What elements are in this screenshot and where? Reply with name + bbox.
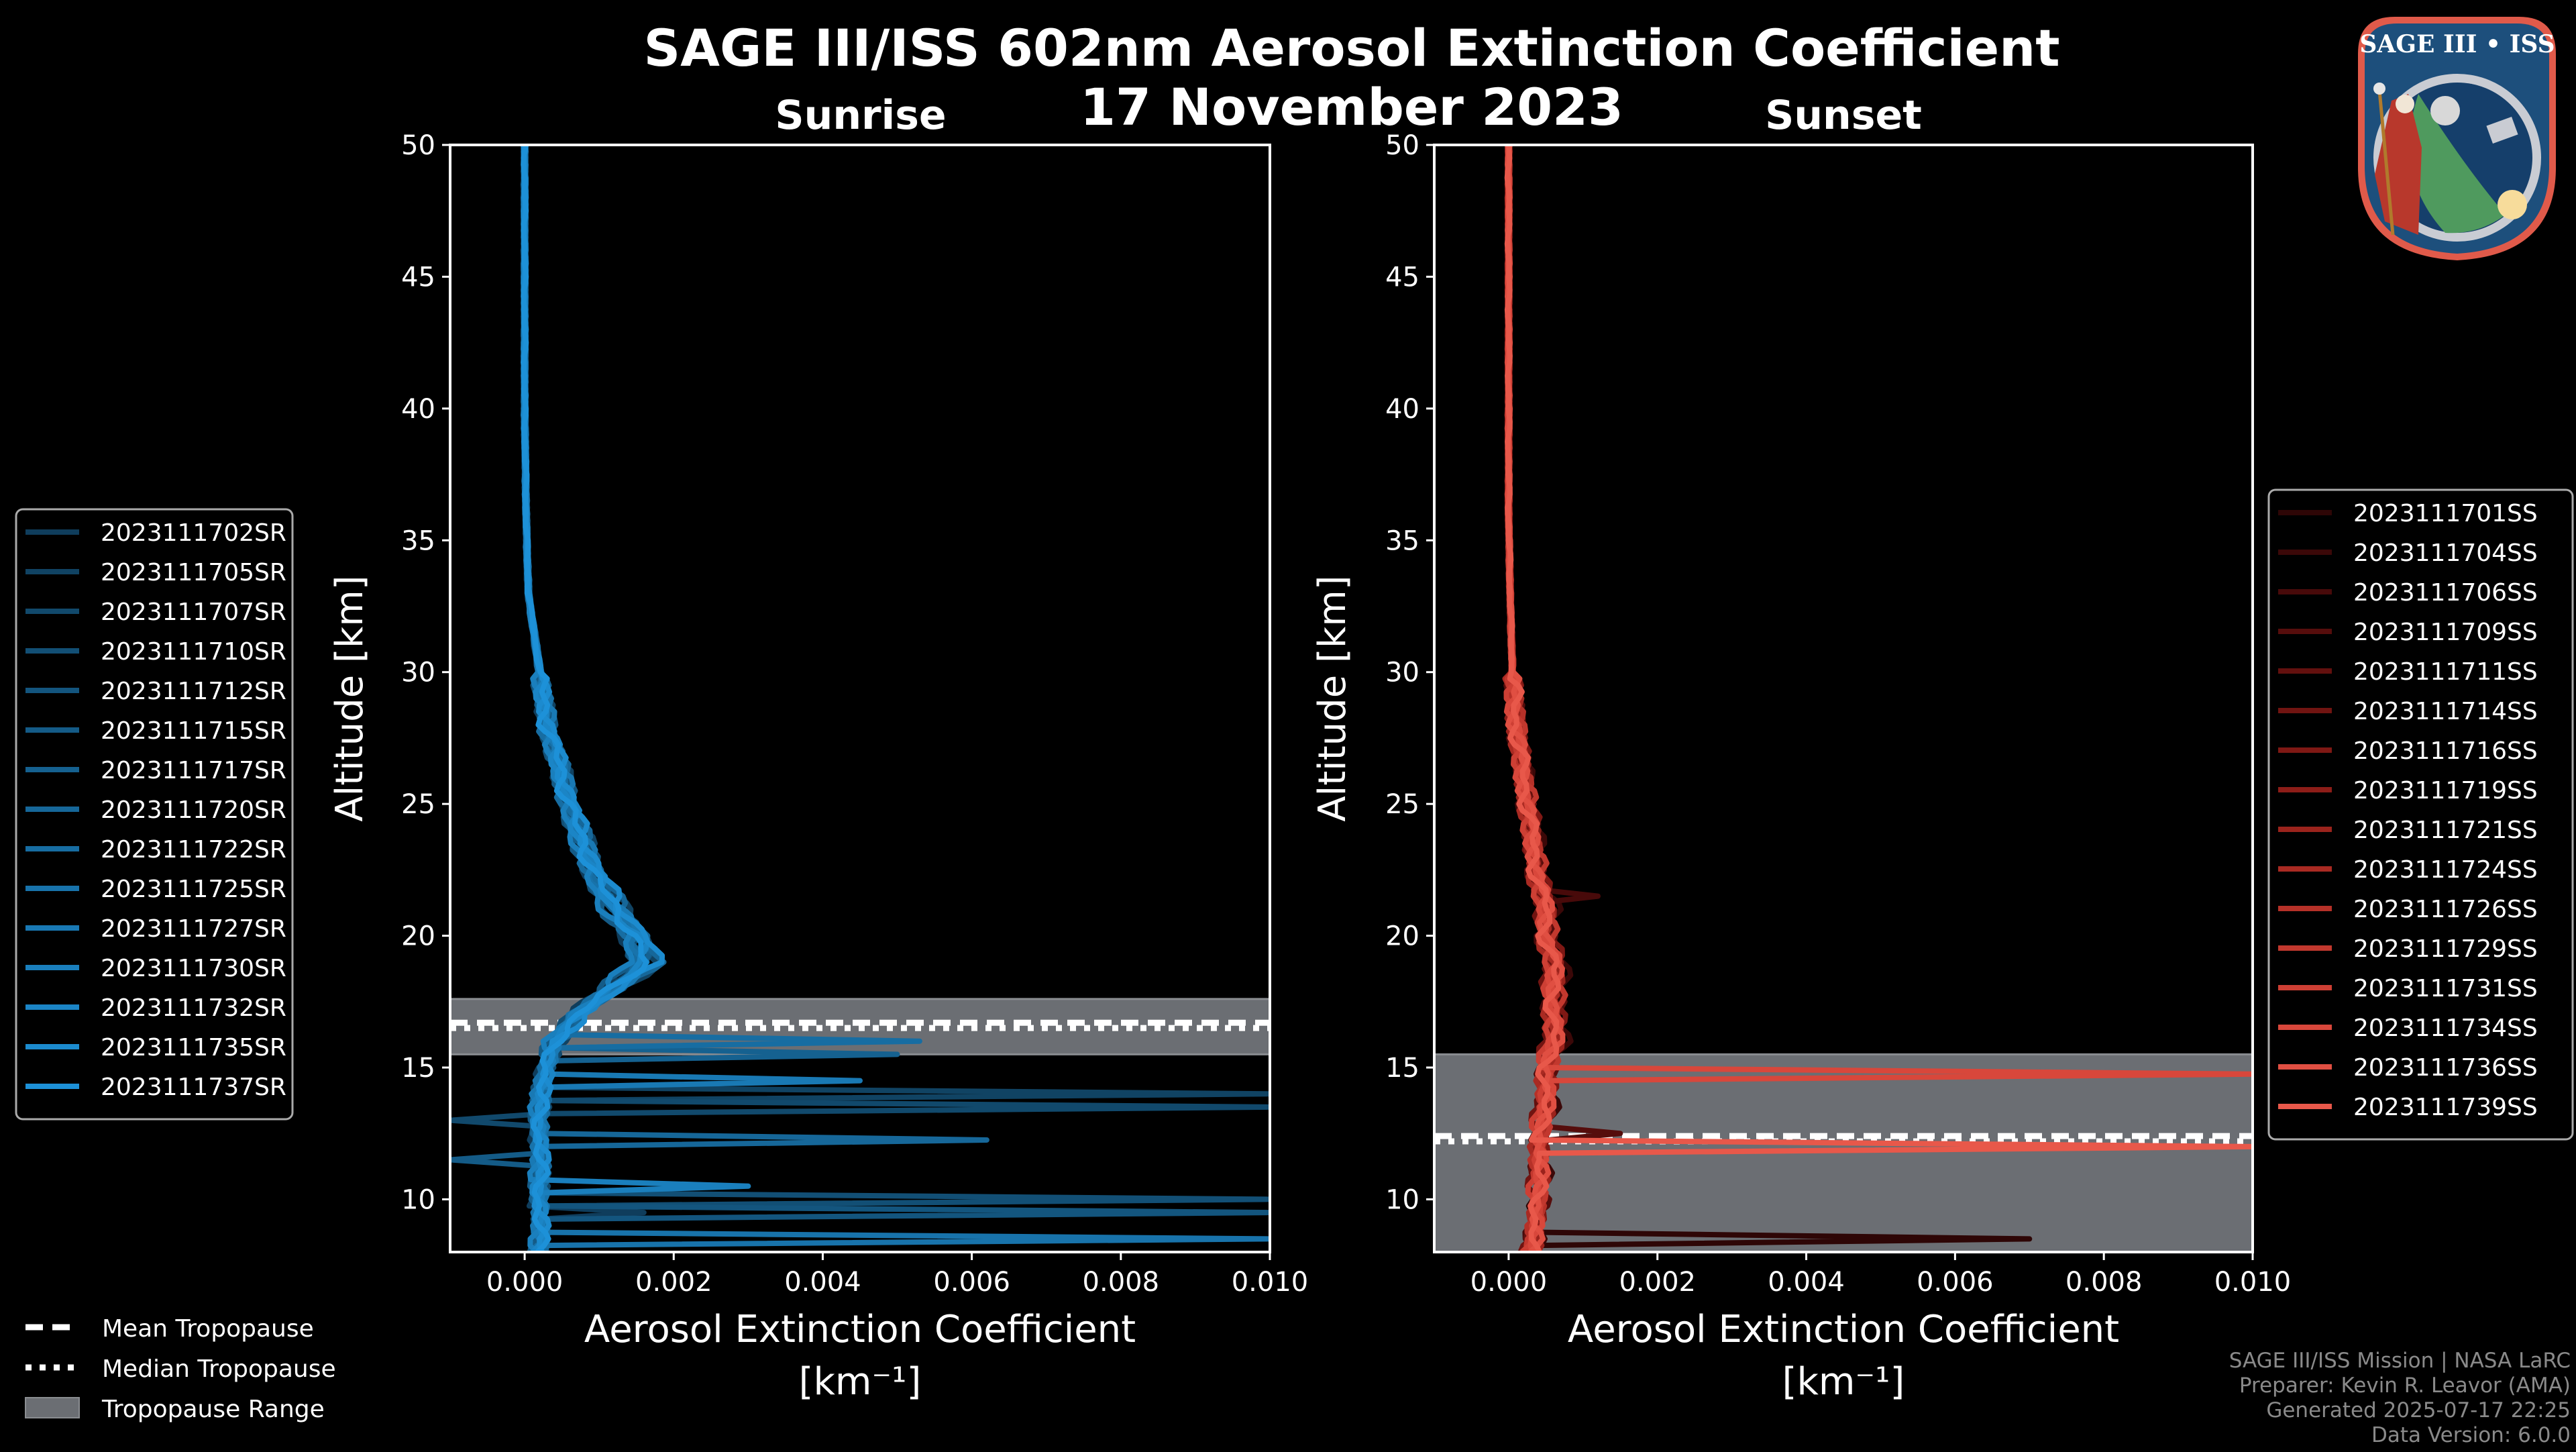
tropopause-range-swatch bbox=[25, 1397, 80, 1418]
legend-entry: 2023111712SR bbox=[101, 678, 286, 705]
x-tick-label: 0.010 bbox=[2214, 1267, 2292, 1298]
x-tick-label: 0.000 bbox=[1470, 1267, 1548, 1298]
x-tick-label: 0.006 bbox=[1917, 1267, 1994, 1298]
legend-entry: 2023111734SS bbox=[2353, 1015, 2538, 1042]
figure-date: 17 November 2023 bbox=[1080, 77, 1623, 137]
legend-entry: 2023111716SS bbox=[2353, 737, 2538, 765]
sage-iii-iss-logo: SAGE III • ISS bbox=[2358, 17, 2556, 260]
legend-entry: 2023111720SR bbox=[101, 796, 286, 824]
y-tick-label: 40 bbox=[1385, 394, 1419, 425]
y-axis-label: Altitude [km] bbox=[1311, 575, 1354, 821]
legend-entry: 2023111727SR bbox=[101, 915, 286, 943]
y-axis-label: Altitude [km] bbox=[328, 575, 372, 821]
y-tick-label: 50 bbox=[1385, 130, 1419, 161]
legend-entry: 2023111701SS bbox=[2353, 500, 2538, 527]
legend-entry: 2023111737SR bbox=[101, 1074, 286, 1101]
y-tick-label: 35 bbox=[401, 525, 435, 556]
legend-sunrise: 2023111702SR 2023111705SR 2023111707SR 2023… bbox=[15, 508, 294, 1121]
y-tick-label: 35 bbox=[1385, 525, 1419, 556]
legend-entry: 2023111730SR bbox=[101, 955, 286, 982]
legend-entry: 2023111707SR bbox=[101, 599, 286, 626]
tropopause-legend: Mean Tropopause Median Tropopause Tropop… bbox=[25, 1315, 336, 1423]
footer-line: Preparer: Kevin R. Leavor (AMA) bbox=[2239, 1373, 2571, 1398]
footer-line: SAGE III/ISS Mission | NASA LaRC bbox=[2229, 1349, 2571, 1373]
figure-title: SAGE III/ISS 602nm Aerosol Extinction Co… bbox=[643, 18, 2059, 78]
y-tick-label: 15 bbox=[1385, 1053, 1419, 1084]
panel-sunset: 0.000 0.002 0.004 0.006 0.008 0.010 10 15 20 25 30… bbox=[1311, 130, 2574, 1404]
x-tick-label: 0.002 bbox=[1619, 1267, 1696, 1298]
footer-credits: SAGE III/ISS Mission | NASA LaRC Prepare… bbox=[2229, 1349, 2571, 1447]
panel-title-sunset: Sunset bbox=[1765, 92, 1922, 139]
y-tick-label: 20 bbox=[401, 921, 435, 952]
legend-entry: 2023111711SS bbox=[2353, 658, 2538, 686]
y-tick-label: 45 bbox=[1385, 262, 1419, 293]
legend-entry: 2023111736SS bbox=[2353, 1054, 2538, 1082]
x-tick-label: 0.000 bbox=[486, 1267, 564, 1298]
axes-frame bbox=[1433, 144, 2254, 1253]
x-axis-units: [km⁻¹] bbox=[799, 1360, 922, 1404]
legend-entry: 2023111722SR bbox=[101, 836, 286, 864]
mean-tropopause-label: Mean Tropopause bbox=[102, 1315, 314, 1343]
legend-entry: 2023111709SS bbox=[2353, 619, 2538, 646]
y-tick-label: 50 bbox=[401, 130, 435, 161]
legend-entry: 2023111731SS bbox=[2353, 975, 2538, 1002]
x-tick-label: 0.008 bbox=[1083, 1267, 1160, 1298]
y-tick-label: 40 bbox=[401, 394, 435, 425]
panel-sunrise: 0.000 0.002 0.004 0.006 0.008 0.010 10 15 20 25 30… bbox=[15, 130, 1309, 1404]
legend-entry: 2023111715SR bbox=[101, 717, 286, 745]
x-axis-units: [km⁻¹] bbox=[1782, 1360, 1905, 1404]
panel-title-sunrise: Sunrise bbox=[775, 92, 946, 139]
legend-entry: 2023111735SR bbox=[101, 1034, 286, 1061]
legend-entry: 2023111705SR bbox=[101, 559, 286, 586]
y-tick-label: 10 bbox=[401, 1184, 435, 1215]
legend-entry: 2023111706SS bbox=[2353, 579, 2538, 607]
y-tick-label: 45 bbox=[401, 262, 435, 293]
logo-title: SAGE III • ISS bbox=[2359, 30, 2555, 58]
profile-line-2023111739SS bbox=[1504, 145, 2253, 1252]
legend-entry: 2023111724SS bbox=[2353, 856, 2538, 884]
legend-entry: 2023111725SR bbox=[101, 876, 286, 903]
y-tick-label: 10 bbox=[1385, 1184, 1419, 1215]
legend-entry: 2023111739SS bbox=[2353, 1094, 2538, 1121]
legend-entry: 2023111702SR bbox=[101, 519, 286, 547]
legend-entry: 2023111719SS bbox=[2353, 777, 2538, 805]
median-tropopause-label: Median Tropopause bbox=[102, 1355, 336, 1383]
y-tick-label: 30 bbox=[1385, 658, 1419, 688]
x-axis-label: Aerosol Extinction Coefficient bbox=[1568, 1308, 2119, 1351]
legend-entry: 2023111710SR bbox=[101, 638, 286, 666]
axes-frame bbox=[449, 144, 1271, 1253]
y-tick-label: 25 bbox=[401, 789, 435, 820]
legend-entry: 2023111717SR bbox=[101, 757, 286, 784]
x-tick-label: 0.004 bbox=[784, 1267, 861, 1298]
x-tick-label: 0.008 bbox=[2065, 1267, 2143, 1298]
x-axis-label: Aerosol Extinction Coefficient bbox=[584, 1308, 1136, 1351]
y-tick-label: 20 bbox=[1385, 921, 1419, 952]
x-tick-label: 0.010 bbox=[1232, 1267, 1309, 1298]
y-tick-label: 30 bbox=[401, 658, 435, 688]
legend-entry: 2023111726SS bbox=[2353, 896, 2538, 923]
legend-entry: 2023111721SS bbox=[2353, 817, 2538, 844]
legend-entry: 2023111729SS bbox=[2353, 935, 2538, 963]
footer-line: Generated 2025-07-17 22:25 bbox=[2266, 1398, 2571, 1422]
legend-sunset: 2023111701SS 2023111704SS 2023111706SS 2023… bbox=[2267, 488, 2574, 1141]
footer-line: Data Version: 6.0.0 bbox=[2371, 1423, 2571, 1447]
plot-area bbox=[450, 145, 1270, 1252]
y-tick-label: 25 bbox=[1385, 789, 1419, 820]
y-tick-label: 15 bbox=[401, 1053, 435, 1084]
legend-entry: 2023111732SR bbox=[101, 994, 286, 1022]
legend-entry: 2023111714SS bbox=[2353, 698, 2538, 725]
x-tick-label: 0.004 bbox=[1768, 1267, 1845, 1298]
legend-entry: 2023111704SS bbox=[2353, 539, 2538, 567]
tropopause-range-label: Tropopause Range bbox=[101, 1396, 325, 1423]
profile-line-2023111737SR bbox=[521, 145, 649, 1252]
x-tick-label: 0.002 bbox=[635, 1267, 712, 1298]
x-tick-label: 0.006 bbox=[933, 1267, 1010, 1298]
